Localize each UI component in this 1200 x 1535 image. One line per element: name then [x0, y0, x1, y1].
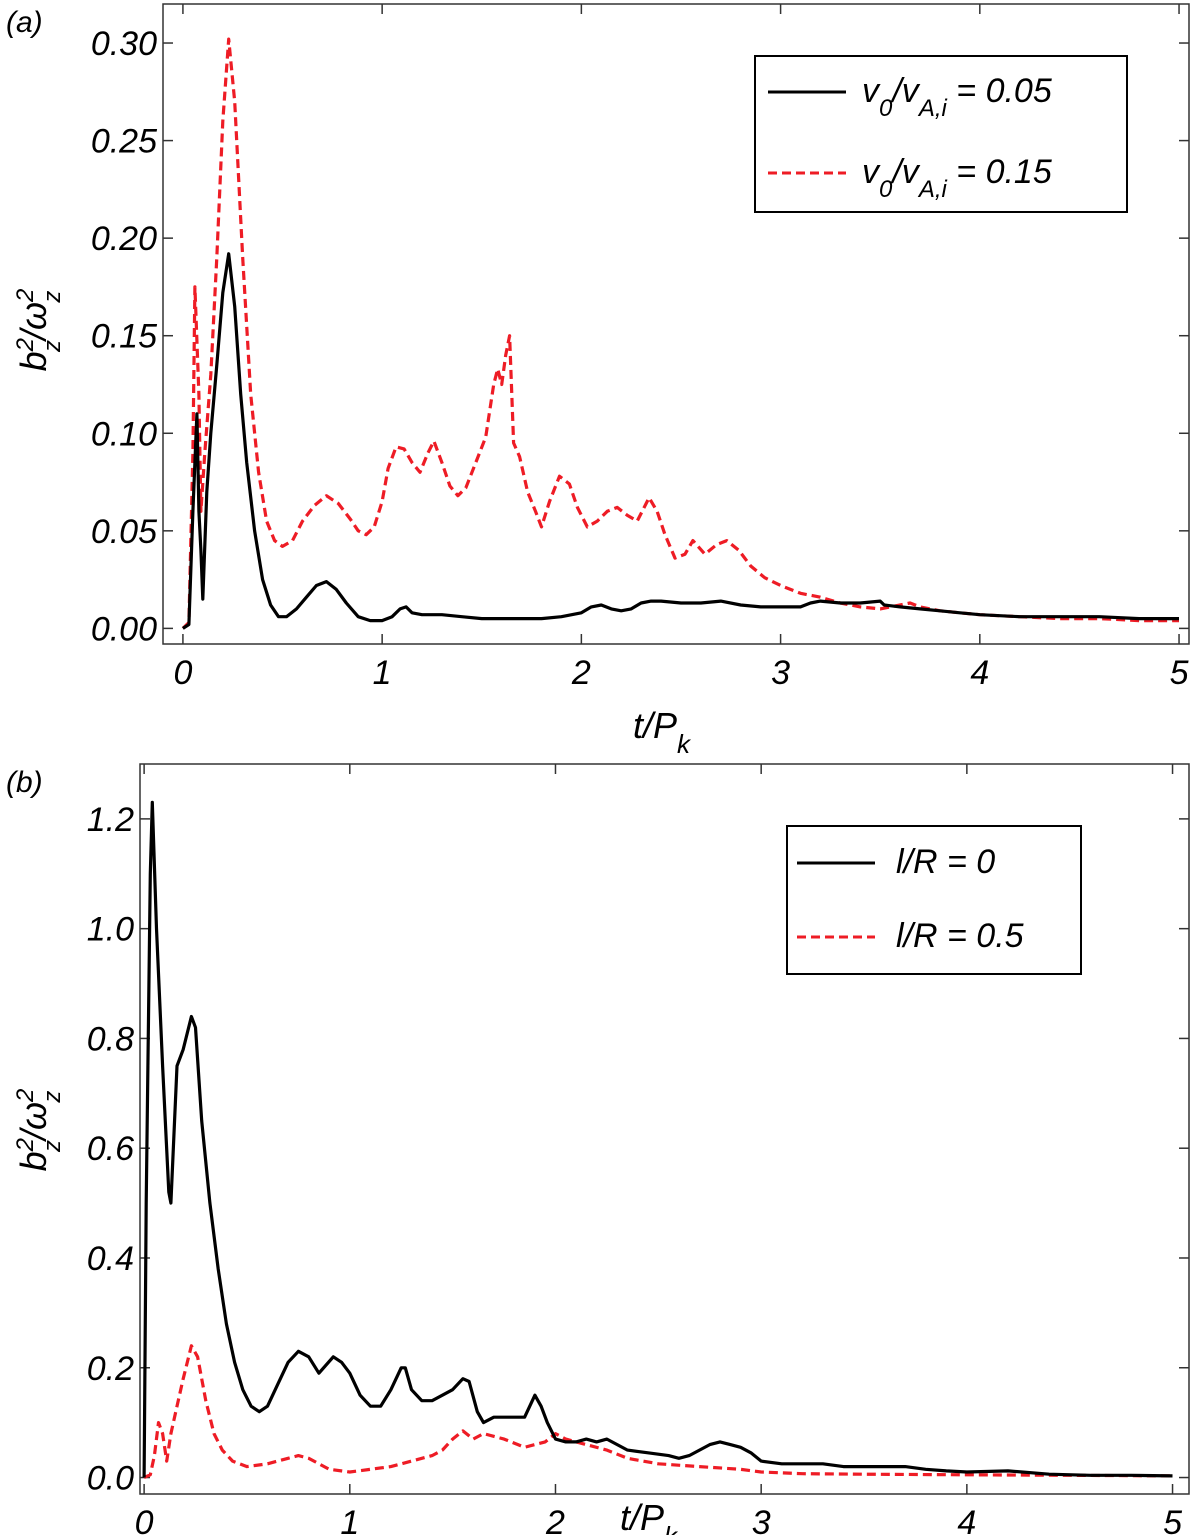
x-tick-label: 5 [1163, 1504, 1182, 1535]
ticks-b: 0 1 2 3 4 5 0.0 0.2 0.4 0.6 0.8 1.0 1.2 [87, 764, 1189, 1535]
plot-frame-b [139, 763, 1190, 1495]
x-axis-label-a: t/Pk [633, 705, 692, 759]
x-tick-label: 3 [771, 654, 790, 692]
series-line-a-0 [182, 252, 1179, 630]
legend-box-a [754, 55, 1128, 213]
panel-label-a: (a) [6, 6, 43, 39]
x-tick-label: 4 [957, 1504, 976, 1535]
ticks-a: 0 1 2 3 4 5 0.00 0.05 0.10 0.15 0.20 0.25 0.30 [91, 4, 1189, 692]
y-tick-label: 0.0 [87, 1460, 134, 1498]
legend-label-b-1: l/R = 0.5 [896, 917, 1024, 955]
y-tick-label: 0.6 [87, 1130, 134, 1168]
series-group-a [181, 37, 1179, 630]
legend-b: l/R = 0 l/R = 0.5 [786, 825, 1082, 975]
x-axis-label-b: t/Pk [620, 1497, 679, 1535]
y-tick-label: 1.0 [87, 911, 134, 949]
panel-b: (b) 0 1 2 3 4 5 0.0 0.2 0.4 0.6 0.8 1.0 1.2 t/Pk b2z… [6, 763, 1190, 1535]
plot-frame-a [162, 3, 1190, 645]
series-line-b-1 [143, 1344, 1173, 1479]
x-tick-label: 1 [340, 1504, 359, 1535]
legend-label-b-0: l/R = 0 [896, 843, 995, 881]
legend-box-b [786, 825, 1082, 975]
y-tick-label: 0.30 [91, 25, 157, 63]
panel-label-b: (b) [6, 766, 43, 799]
series-line-b-0 [142, 800, 1173, 1478]
y-tick-label: 0.4 [87, 1240, 134, 1278]
x-tick-label: 2 [545, 1504, 565, 1535]
y-tick-label: 0.00 [91, 610, 157, 648]
y-tick-label: 0.15 [91, 318, 157, 356]
x-tick-label: 4 [970, 654, 989, 692]
y-tick-label: 0.10 [91, 415, 157, 453]
y-axis-label-b: b2z/ω2z [12, 1089, 66, 1172]
x-tick-label: 5 [1170, 654, 1189, 692]
panel-a: (a) 0 1 2 3 4 5 0.00 0.05 0.10 0.15 0.20 0.25 0.30 t… [6, 3, 1190, 759]
y-axis-label-a: b2z/ω2z [12, 289, 66, 372]
x-tick-label: 1 [373, 654, 392, 692]
y-tick-label: 1.2 [87, 801, 134, 839]
series-group-b [142, 800, 1173, 1479]
x-tick-label: 2 [571, 654, 591, 692]
y-tick-label: 0.8 [87, 1020, 134, 1058]
y-tick-label: 0.2 [87, 1350, 134, 1388]
y-tick-label: 0.20 [91, 220, 157, 258]
series-line-a-1 [181, 37, 1179, 630]
x-tick-label: 3 [752, 1504, 771, 1535]
x-tick-label: 0 [173, 654, 192, 692]
y-tick-label: 0.25 [91, 123, 157, 161]
y-tick-label: 0.05 [91, 513, 157, 551]
legend-a: v0/vA,i = 0.05 v0/vA,i = 0.15 [754, 55, 1128, 213]
x-tick-label: 0 [135, 1504, 154, 1535]
